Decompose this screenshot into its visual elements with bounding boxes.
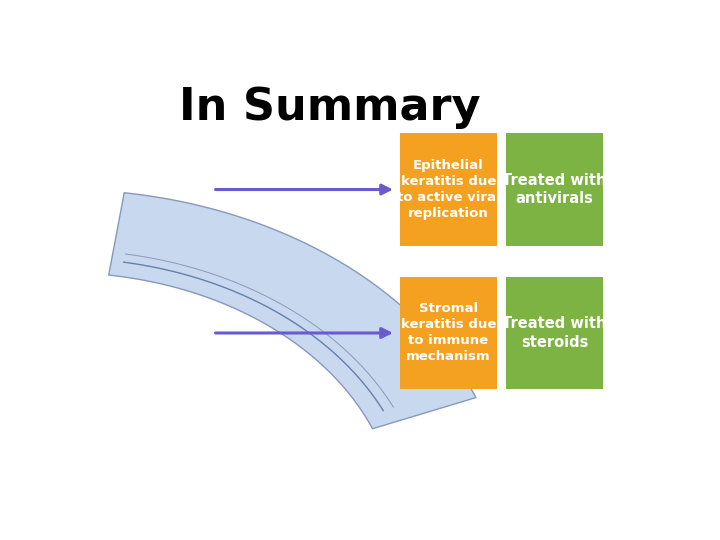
Text: Epithelial
keratitis due
to active viral
replication: Epithelial keratitis due to active viral…	[397, 159, 500, 220]
FancyBboxPatch shape	[400, 277, 498, 389]
Text: Treated with
steroids: Treated with steroids	[503, 316, 607, 350]
Text: Stromal
keratitis due
to immune
mechanism: Stromal keratitis due to immune mechanis…	[401, 302, 496, 363]
FancyBboxPatch shape	[505, 133, 603, 246]
FancyBboxPatch shape	[400, 133, 498, 246]
Polygon shape	[109, 193, 476, 429]
Text: Treated with
antivirals: Treated with antivirals	[503, 173, 607, 206]
FancyBboxPatch shape	[505, 277, 603, 389]
Text: In Summary: In Summary	[179, 85, 481, 129]
